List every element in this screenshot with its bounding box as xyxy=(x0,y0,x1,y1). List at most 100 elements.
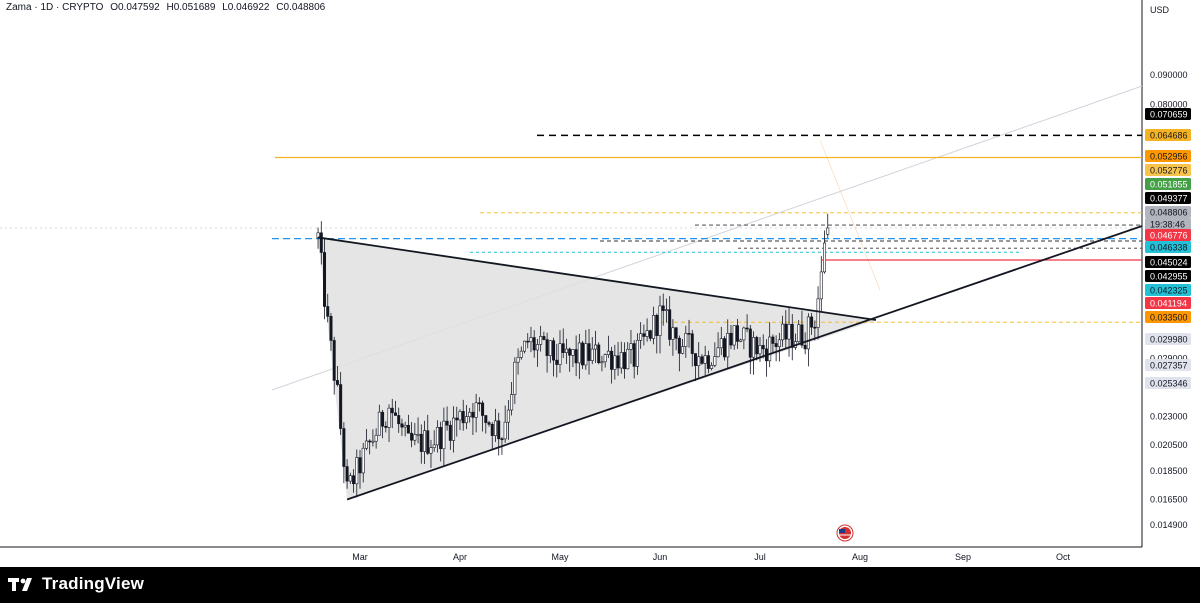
candle-body xyxy=(648,330,652,339)
candle-body xyxy=(348,475,352,482)
tradingview-logo[interactable]: TradingView xyxy=(8,574,144,594)
candle-body xyxy=(468,411,472,417)
candle-body xyxy=(752,337,756,358)
candle-body xyxy=(564,348,568,353)
candle-body xyxy=(371,440,375,443)
tradingview-logo-icon xyxy=(8,578,32,591)
price-label-text: 0.029980 xyxy=(1150,335,1188,345)
candle-body xyxy=(700,356,704,364)
candle-body xyxy=(332,340,336,381)
price-tick-label: 0.029000 xyxy=(1150,353,1188,363)
candle-body xyxy=(613,355,617,370)
candle-body xyxy=(552,340,556,361)
candle-body xyxy=(603,354,607,363)
candle-body xyxy=(677,337,681,354)
candle-body xyxy=(597,344,601,364)
price-label-badge xyxy=(1145,218,1191,230)
candle-body xyxy=(423,430,427,452)
time-tick-label: Jun xyxy=(653,552,668,562)
candle-body xyxy=(706,355,710,369)
candle-body xyxy=(684,333,688,347)
price-label-text: 0.025346 xyxy=(1150,379,1188,389)
candle-body xyxy=(800,324,804,346)
price-tick-label: 0.018500 xyxy=(1150,466,1188,476)
candle-body xyxy=(623,352,627,370)
price-label-badge xyxy=(1145,229,1191,241)
symbol-title[interactable]: Zama · 1D · CRYPTO xyxy=(6,2,104,13)
candle-body xyxy=(797,324,801,342)
time-tick-label: May xyxy=(551,552,569,562)
candle-body xyxy=(397,415,401,425)
price-label-badge xyxy=(1145,256,1191,268)
candle-body xyxy=(539,336,543,345)
candle-body xyxy=(574,349,578,364)
candle-body xyxy=(361,447,365,474)
candle-body xyxy=(339,384,343,429)
candle-body xyxy=(413,434,417,441)
candle-body xyxy=(739,339,743,342)
candle-body xyxy=(771,336,775,344)
candle-body xyxy=(368,440,372,443)
candle-body xyxy=(393,412,397,416)
candle-body xyxy=(626,349,630,370)
candle-body xyxy=(390,407,394,414)
flag-icon[interactable] xyxy=(836,524,854,542)
price-label-text: 0.052776 xyxy=(1150,166,1188,176)
candle-body xyxy=(342,428,346,467)
price-label-text: 0.042955 xyxy=(1150,272,1188,282)
price-label-text: 0.052956 xyxy=(1150,152,1188,162)
candle-body xyxy=(619,352,623,369)
candle-body xyxy=(729,332,733,346)
candle-body xyxy=(690,333,694,354)
candle-body xyxy=(813,326,817,329)
candle-body xyxy=(329,316,333,341)
candle-body xyxy=(777,339,781,347)
candle-body xyxy=(387,407,391,428)
reference-line xyxy=(819,139,881,291)
candle-body xyxy=(477,402,481,405)
candle-body xyxy=(816,298,820,328)
candle-body xyxy=(503,421,507,440)
candle-body xyxy=(532,337,536,351)
candle-body xyxy=(510,394,514,411)
candle-body xyxy=(671,327,675,340)
footer-bar: TradingView xyxy=(0,567,1200,603)
candle-body xyxy=(606,350,610,355)
candle-body xyxy=(406,424,410,434)
candle-body xyxy=(806,316,810,350)
candle-body xyxy=(826,227,830,235)
price-chart[interactable]: 0.0900000.0800000.0290000.0260000.023000… xyxy=(0,0,1200,567)
candle-body xyxy=(784,323,788,340)
price-label-badge xyxy=(1145,241,1191,253)
candle-body xyxy=(584,343,588,366)
candle-body xyxy=(445,420,449,426)
candle-body xyxy=(635,340,639,367)
candle-body xyxy=(490,423,494,436)
candles xyxy=(316,213,830,498)
candle-body xyxy=(429,447,433,454)
candle-body xyxy=(526,340,530,343)
candle-body xyxy=(774,343,778,347)
candle-body xyxy=(639,333,643,341)
time-tick-label: Apr xyxy=(453,552,467,562)
tradingview-brand: TradingView xyxy=(42,574,145,593)
candle-body xyxy=(713,356,717,366)
price-label-text: 0.041194 xyxy=(1150,299,1187,309)
candle-body xyxy=(439,427,443,450)
candle-body xyxy=(474,402,478,418)
candle-body xyxy=(687,333,691,335)
candle-body xyxy=(410,432,414,441)
candle-body xyxy=(403,424,407,428)
time-tick-label: Jul xyxy=(754,552,766,562)
candle-body xyxy=(497,420,501,440)
price-label-text: 0.042325 xyxy=(1150,286,1188,296)
price-tick-label: 0.090000 xyxy=(1150,70,1188,80)
candle-body xyxy=(323,252,327,307)
price-label-text: 0.070659 xyxy=(1150,110,1188,120)
candle-body xyxy=(493,420,497,436)
candle-body xyxy=(464,416,468,424)
price-tick-label: 0.080000 xyxy=(1150,99,1188,109)
candle-body xyxy=(716,347,720,357)
candle-body xyxy=(358,457,362,474)
